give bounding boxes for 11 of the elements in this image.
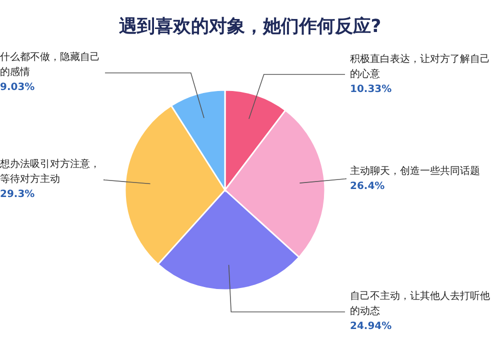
chart-title: 遇到喜欢的对象，她们作何反应? [118, 15, 382, 38]
slice-label: 自己不主动，让其他人去打听他的动态 [350, 290, 490, 320]
data-label: 24.94% [350, 320, 393, 334]
slice-label: 积极直白表达，让对方了解自己的心意 [350, 52, 490, 82]
data-label: 26.4% [350, 180, 386, 194]
data-label: 10.33% [350, 82, 393, 97]
data-label: 9.03% [0, 81, 36, 96]
slice-label: 想办法吸引对方注意，等待对方主动 [0, 158, 100, 188]
data-label: 29.3% [0, 188, 36, 202]
slice-label: 什么都不做，隐藏自己的感情 [0, 50, 100, 80]
slice-label: 主动聊天，创造一些共同话题 [350, 164, 481, 179]
